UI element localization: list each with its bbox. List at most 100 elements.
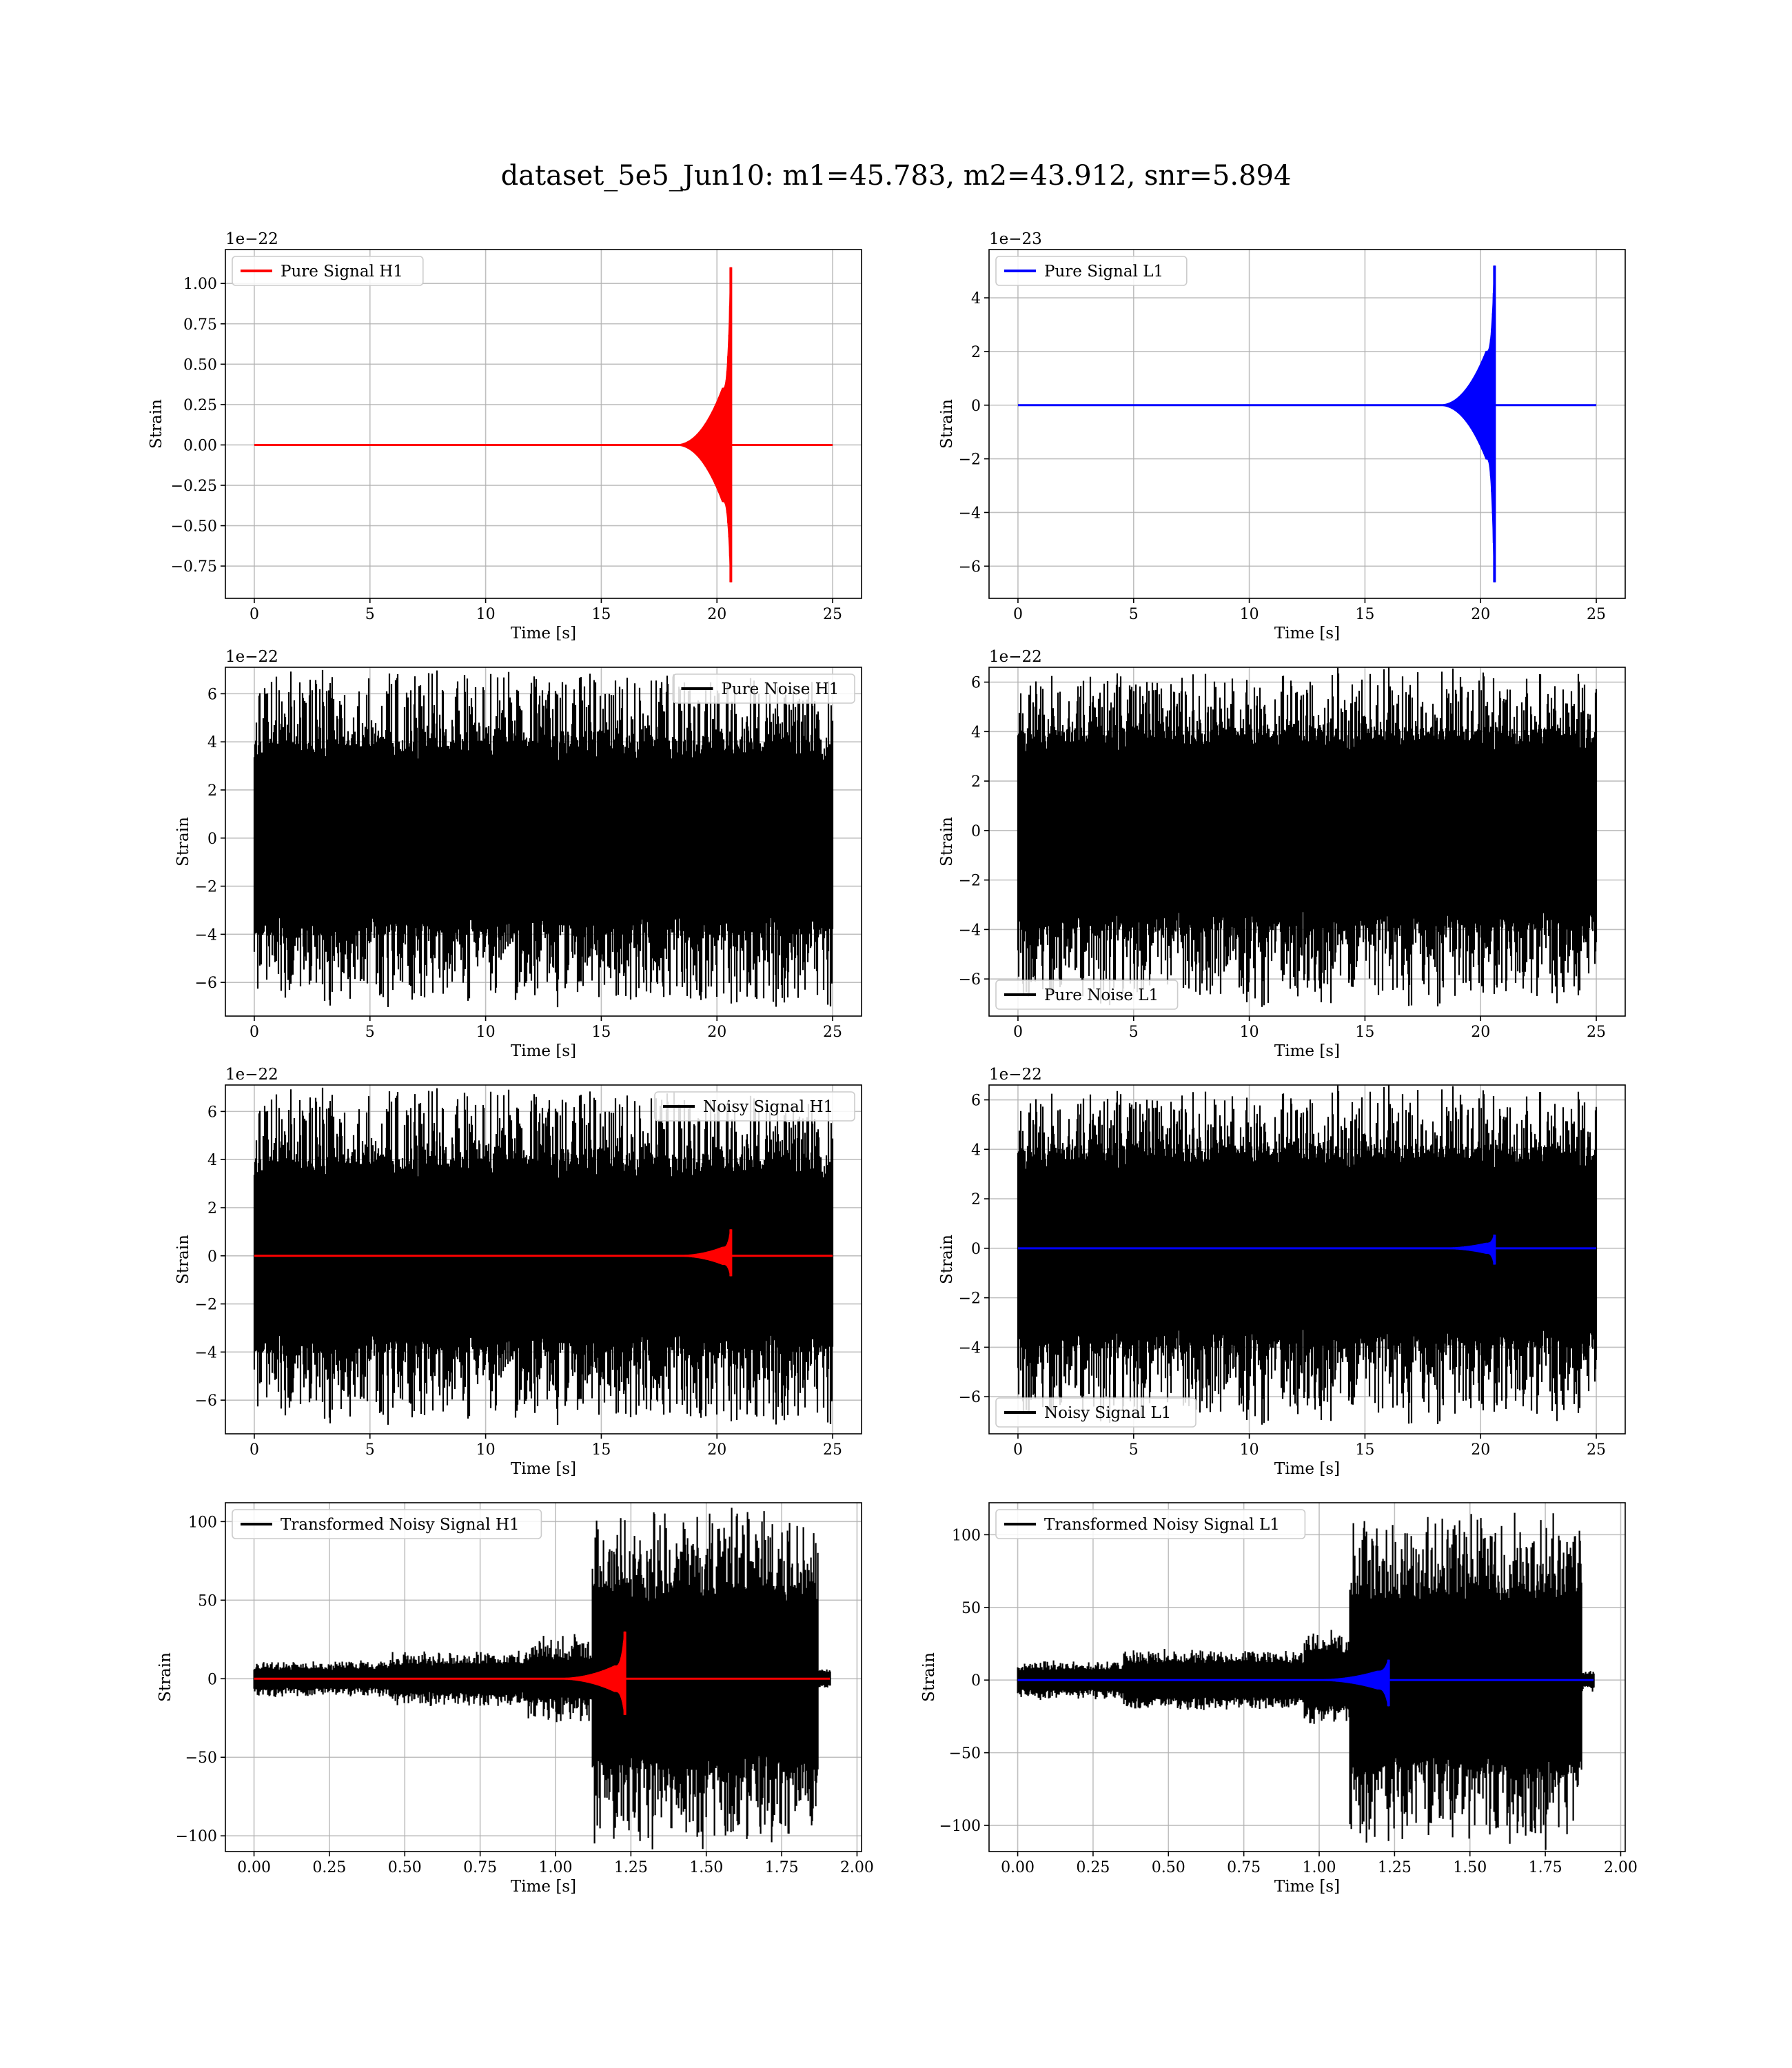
y-tick-label: 50 <box>961 1600 981 1617</box>
legend: Transformed Noisy Signal L1 <box>995 1509 1306 1539</box>
y-tick-label: −4 <box>195 926 217 944</box>
x-tick-label: 10 <box>1240 606 1259 623</box>
y-offset-label: 1e−22 <box>225 1066 278 1084</box>
x-tick-label: 0.75 <box>1227 1859 1261 1876</box>
x-tick-label: 0.25 <box>1076 1859 1110 1876</box>
y-axis-title: Strain <box>147 399 165 449</box>
legend-box <box>232 1509 542 1539</box>
y-tick-label: 6 <box>971 675 981 692</box>
y-tick-label: −6 <box>195 1392 217 1410</box>
subplot-noisy-signal-h1: 0 5 10 15 20 25 −6 −4 −2 0 2 4 6 Time [s] Strain 1e−22 N… <box>174 1066 862 1478</box>
legend: Noisy Signal H1 <box>654 1091 855 1122</box>
y-tick-label: 6 <box>971 1093 981 1110</box>
x-tick-label: 10 <box>1240 1024 1259 1041</box>
y-tick-label: −0.75 <box>171 558 217 576</box>
x-tick-label: 20 <box>1471 1024 1490 1041</box>
y-tick-label: −2 <box>959 873 981 890</box>
series-chirp-cycles <box>1439 265 1496 582</box>
x-tick-label: 25 <box>823 606 842 623</box>
legend-label: Pure Signal H1 <box>281 263 403 281</box>
x-tick-label: 15 <box>591 606 611 623</box>
y-tick-label: 1.00 <box>183 276 217 293</box>
legend-label: Transformed Noisy Signal H1 <box>281 1516 520 1534</box>
legend-box <box>654 1091 855 1122</box>
y-offset-label: 1e−22 <box>989 1066 1042 1084</box>
y-axis-title: Strain <box>156 1652 174 1702</box>
x-tick-label: 1.75 <box>765 1859 799 1876</box>
axes-frame <box>988 1084 1626 1435</box>
legend: Pure Signal L1 <box>995 256 1188 286</box>
series-chirp-cycles <box>675 267 732 582</box>
y-tick-label: 0 <box>971 1241 981 1258</box>
series-group <box>253 1508 831 1849</box>
legend-label: Pure Noise L1 <box>1044 986 1159 1004</box>
x-tick-label: 10 <box>476 1441 496 1459</box>
x-tick-label: 0.25 <box>312 1859 346 1876</box>
series-core-band <box>1017 752 1597 909</box>
plot-area <box>225 250 862 598</box>
x-tick-label: 5 <box>365 1441 375 1459</box>
series-chirp-cycles <box>1439 1235 1496 1265</box>
x-tick-label: 5 <box>1129 606 1139 623</box>
legend: Pure Noise L1 <box>995 980 1179 1010</box>
x-tick-label: 1.50 <box>689 1859 723 1876</box>
x-tick-label: 0 <box>1013 1441 1023 1459</box>
x-axis-title: Time [s] <box>1274 1042 1340 1060</box>
legend-box <box>995 980 1179 1010</box>
x-tick-label: 15 <box>1355 1024 1374 1041</box>
subplot-grid: 0 5 10 15 20 25−0.75−0.50−0.250.000.250.500.7… <box>147 230 1638 1896</box>
subplot-transformed-noisy-signal-h1: 0.00 0.25 0.50 0.75 1.00 1.25 1.50 1.75 2.00 −100… <box>156 1502 874 1896</box>
x-tick-label: 0 <box>250 1024 259 1041</box>
y-tick-label: −6 <box>959 1389 981 1406</box>
y-offset-label: 1e−22 <box>989 648 1042 666</box>
y-tick-label: 2 <box>971 773 981 791</box>
x-axis-title: Time [s] <box>511 1460 576 1478</box>
series-group <box>254 267 833 582</box>
legend-box <box>232 256 424 286</box>
x-tick-label: 10 <box>476 1024 496 1041</box>
y-tick-label: −2 <box>195 879 217 896</box>
x-tick-label: 2.00 <box>840 1859 874 1876</box>
series-group <box>1017 265 1597 582</box>
y-offset-label: 1e−22 <box>225 230 278 248</box>
x-tick-label: 1.50 <box>1453 1859 1487 1876</box>
legend-label: Noisy Signal H1 <box>703 1098 833 1116</box>
y-tick-label: −4 <box>959 1339 981 1357</box>
x-axis-title: Time [s] <box>1274 1460 1340 1478</box>
y-tick-label: 0 <box>207 1248 217 1266</box>
x-tick-label: 0 <box>1013 1024 1023 1041</box>
y-offset-label: 1e−23 <box>989 230 1042 248</box>
y-tick-label: 4 <box>971 290 981 307</box>
y-tick-label: −50 <box>185 1750 217 1767</box>
subplot-pure-signal-h1: 0 5 10 15 20 25 −0.75 −0.50 −0.25 0.00 0.25 0.50 0.7… <box>147 230 862 642</box>
y-tick-label: 0.00 <box>183 437 217 454</box>
y-axis-title: Strain <box>938 399 956 449</box>
x-tick-label: 1.25 <box>1378 1859 1412 1876</box>
y-tick-label: −2 <box>959 1290 981 1308</box>
subplot-transformed-noisy-signal-l1: 0.00 0.25 0.50 0.75 1.00 1.25 1.50 1.75 2.00 −100… <box>920 1502 1638 1896</box>
y-tick-label: −4 <box>959 505 981 522</box>
x-tick-label: 15 <box>1355 606 1374 623</box>
y-tick-label: 0 <box>207 1671 217 1688</box>
y-tick-label: 50 <box>198 1592 217 1610</box>
x-tick-label: 5 <box>365 1024 375 1041</box>
subplot-pure-noise-h1: 0 5 10 15 20 25 −6 −4 −2 0 2 4 6 Time [s] Strain 1e−22 P… <box>174 648 862 1060</box>
series-group <box>253 1087 834 1426</box>
subplot-noisy-signal-l1: 0 5 10 15 20 25 −6 −4 −2 0 2 4 6 Time [s] Strain 1e−22 N… <box>938 1066 1626 1478</box>
x-tick-label: 0 <box>250 606 259 623</box>
legend-box <box>995 1397 1197 1428</box>
x-tick-label: 25 <box>823 1441 842 1459</box>
y-axis-title: Strain <box>174 817 192 866</box>
x-tick-label: 0 <box>250 1441 259 1459</box>
y-tick-label: 0 <box>207 831 217 848</box>
y-tick-label: 2 <box>207 1200 217 1217</box>
subplot-pure-signal-l1: 0 5 10 15 20 25 −6 −4 −2 0 2 4 Time [s] Strain 1e−23Pu… <box>938 230 1626 642</box>
series-group <box>1017 1085 1598 1425</box>
series-chirp-cycles <box>558 1631 626 1715</box>
axes-frame <box>225 667 862 1017</box>
x-tick-label: 0.00 <box>237 1859 271 1876</box>
x-tick-label: 10 <box>1240 1441 1259 1459</box>
x-axis-title: Time [s] <box>511 1042 576 1060</box>
x-tick-label: 25 <box>1587 1441 1606 1459</box>
